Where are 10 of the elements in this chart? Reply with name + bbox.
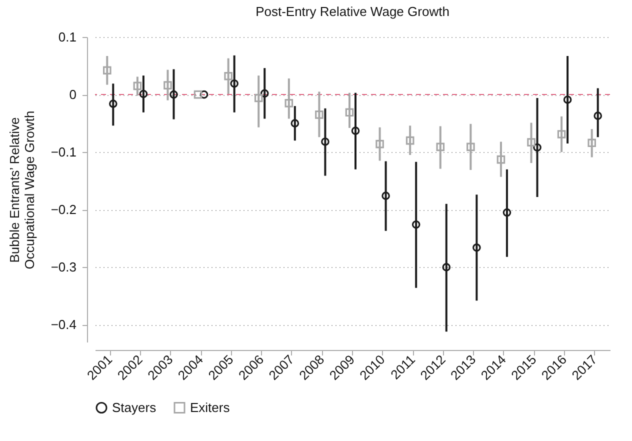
y-tick-label: −0.4 <box>50 317 76 332</box>
legend-label: Exiters <box>190 400 230 415</box>
y-tick-label: −0.1 <box>50 144 76 160</box>
y-tick-label: 0.1 <box>58 30 76 44</box>
y-tick-label: 0 <box>69 87 76 102</box>
y-tick-label: −0.2 <box>50 202 76 218</box>
chart-title: Post-Entry Relative Wage Growth <box>256 4 450 19</box>
y-axis-title: Bubble Entrants’ Relative Occupational Wage Growth <box>6 110 37 270</box>
y-tick-label: −0.3 <box>50 260 76 275</box>
legend-label: Stayers <box>112 400 157 415</box>
